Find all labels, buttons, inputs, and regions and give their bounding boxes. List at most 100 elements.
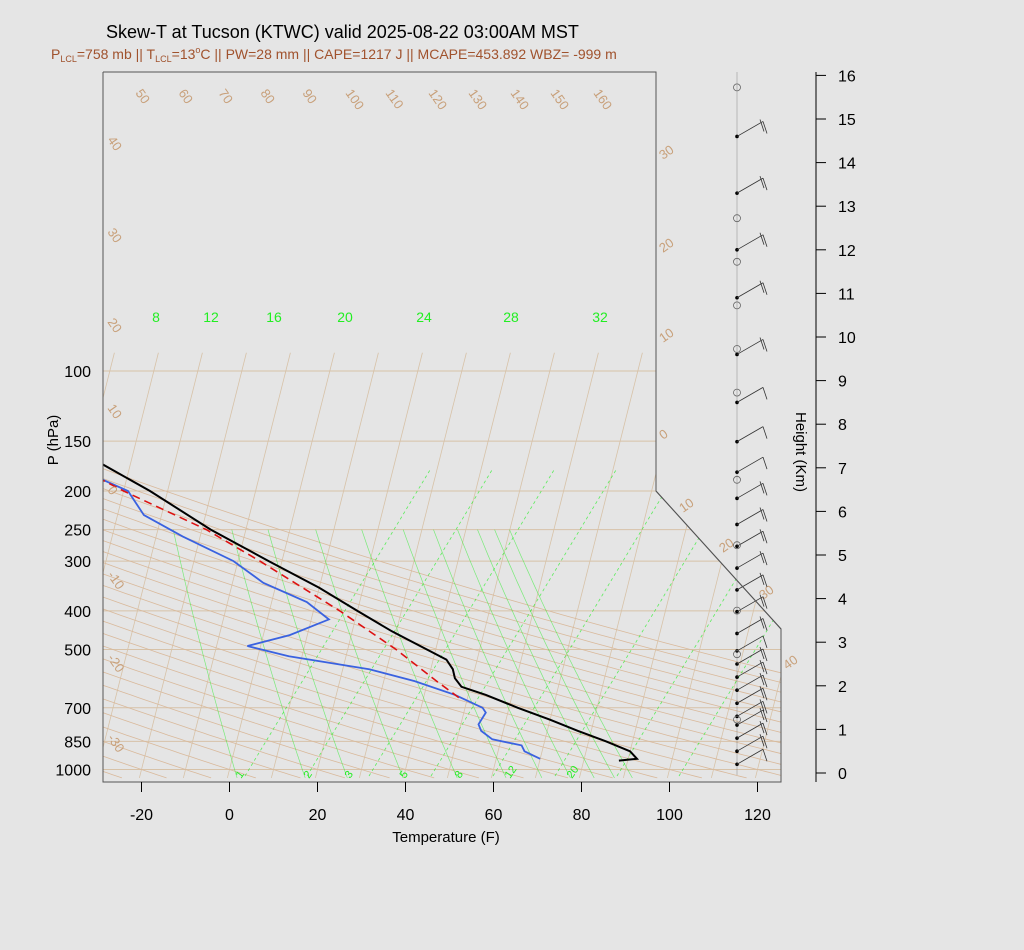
wind-barb-flag [762, 234, 768, 247]
mixing-ratio-label: 32 [592, 309, 608, 325]
wind-barb-flag [762, 675, 768, 688]
adiabat-label: 130 [466, 86, 491, 112]
temperature-tick-label: 100 [656, 807, 683, 824]
x-axis-title: Temperature (F) [392, 829, 500, 846]
height-tick-label: 3 [838, 635, 847, 652]
mixing-ratio-label: 2 [302, 769, 315, 781]
wind-calm-circle [733, 606, 741, 615]
isotherm [754, 352, 781, 779]
y-axis-title: P (hPa) [45, 415, 62, 466]
height-axis-title: Height (Km) [792, 412, 809, 492]
wind-barb-flag [759, 550, 765, 564]
mixing-ratio-line [231, 529, 306, 779]
subtitle-tlcl: 13 [180, 46, 196, 62]
dry-adiabat [103, 352, 435, 779]
temperature-line [103, 370, 640, 762]
wind-barb [736, 700, 764, 717]
wind-barb-flag [759, 337, 765, 350]
isotherm [446, 352, 555, 779]
adiabat-label: 20 [656, 235, 676, 256]
wind-calm-circle [733, 715, 741, 724]
dry-adiabat [103, 352, 781, 779]
isotherm [843, 353, 950, 778]
wind-barb [736, 648, 764, 665]
wind-calm-circle [733, 475, 741, 484]
wind-barb-flag [759, 572, 765, 586]
adiabat-label: 160 [591, 86, 616, 112]
wind-barb [736, 456, 764, 473]
height-tick-label: 4 [838, 592, 847, 609]
wind-barb [736, 709, 764, 726]
adiabat-label: 20 [105, 315, 126, 335]
wind-barb-flag [762, 509, 768, 522]
mixing-ratio-label: 8 [453, 769, 466, 781]
subtitle-plcl: 758 mb [85, 46, 132, 62]
pressure-tick-label: 300 [64, 554, 91, 571]
wind-barb-flag [759, 481, 765, 494]
pressure-tick-label: 400 [64, 604, 91, 621]
adiabat-label: 0 [656, 426, 671, 442]
wind-barb-flag [762, 531, 768, 544]
mixing-ratio-label: 5 [398, 769, 411, 781]
adiabat-label: 30 [656, 142, 676, 163]
chart-subtitle: PLCL=758 mb || TLCL=13oC || PW=28 mm || … [51, 45, 617, 64]
frame-edge [655, 490, 782, 782]
wind-calm-circle [733, 345, 741, 353]
dry-adiabat [103, 352, 781, 779]
height-tick-label: 0 [838, 766, 847, 783]
wind-barb [736, 426, 764, 442]
wind-barb [736, 530, 764, 547]
adiabat-label: 50 [133, 86, 154, 106]
temperature-tick-label: 60 [485, 807, 503, 824]
dry-adiabat [103, 352, 658, 779]
isotherm [103, 352, 203, 779]
wind-barb-flag [762, 339, 768, 352]
isotherm [666, 352, 775, 779]
dry-adiabat [103, 352, 702, 779]
wind-barb-flag [762, 635, 768, 649]
wind-barb [736, 177, 764, 194]
dry-adiabat [103, 352, 480, 779]
mixing-ratio-line [494, 529, 615, 779]
mixing-ratio-label: 16 [266, 309, 282, 325]
wind-barb-flag [762, 282, 768, 295]
wind-barb-flag [759, 659, 765, 673]
wind-calm-circle [733, 257, 741, 266]
wind-barb [736, 748, 764, 765]
adiabat-label: 0 [105, 483, 121, 498]
wind-barb [736, 509, 764, 525]
isotherm [270, 352, 379, 779]
mixing-ratio-label: 3 [343, 769, 356, 781]
height-tick-label: 8 [838, 417, 847, 434]
temperature-tick-label: 40 [397, 807, 415, 824]
wind-barb [736, 339, 764, 355]
mixing-guide [492, 469, 679, 777]
wind-barb [736, 635, 764, 652]
subtitle-pw: 28 mm [256, 46, 299, 62]
height-tick-label: 5 [838, 548, 847, 565]
pressure-tick-label: 150 [64, 434, 91, 451]
wind-barb [736, 661, 764, 678]
wind-barb-flag [759, 616, 765, 629]
wind-barb-flag [759, 673, 765, 686]
chart-title: Skew-T at Tucson (KTWC) valid 2025-08-22… [106, 22, 579, 42]
adiabat-label: 20 [716, 535, 736, 556]
temperature-tick-label: -20 [130, 807, 153, 824]
wind-barb-flag [762, 722, 768, 736]
pressure-tick-label: 1000 [55, 763, 91, 780]
adiabat-label: 60 [176, 86, 197, 106]
wind-dot [735, 400, 739, 405]
mixing-ratio-line [477, 529, 595, 779]
adiabat-label: 80 [258, 86, 279, 106]
wind-barb-flag [762, 483, 768, 496]
isotherm [103, 352, 159, 779]
wind-barb-flag [759, 686, 765, 699]
isotherm [358, 352, 467, 779]
pressure-tick-label: 700 [64, 701, 91, 718]
temperature-tick-label: 120 [744, 807, 771, 824]
wind-barb-flag [759, 507, 765, 520]
height-tick-label: 13 [838, 199, 856, 216]
wind-barb [736, 687, 764, 704]
dry-adiabat [103, 352, 524, 779]
wind-barb-flag [762, 387, 768, 400]
